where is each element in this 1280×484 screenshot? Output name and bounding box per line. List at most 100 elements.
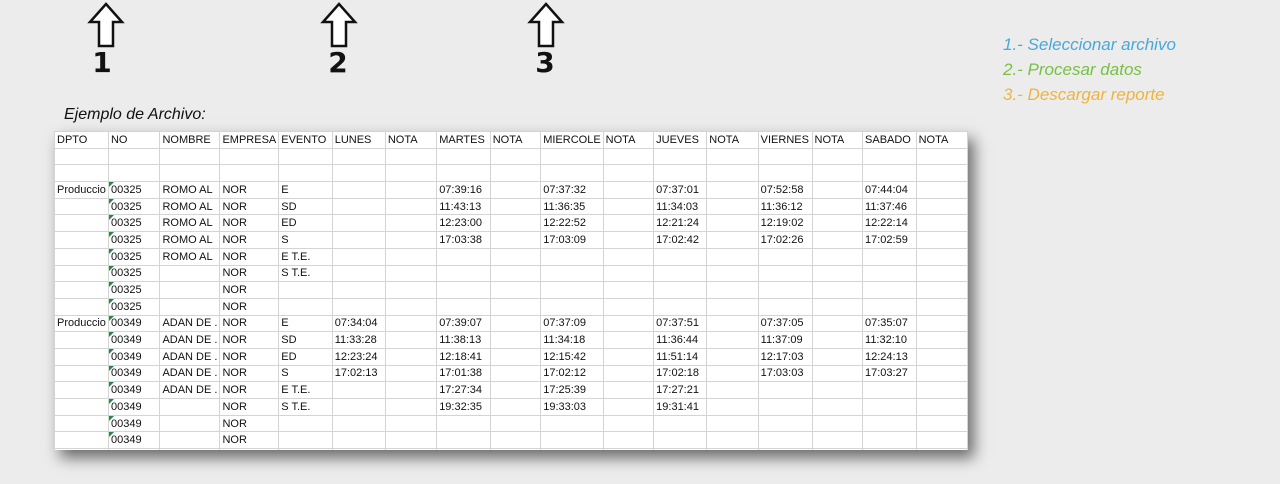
table-row: 00325 NOR (54, 297, 968, 316)
table-cell: ROMO AL (159, 181, 221, 199)
table-cell: 12:23:00 (436, 214, 491, 233)
table-cell (653, 264, 708, 283)
table-cell: 07:39:07 (436, 314, 491, 333)
table-cell: S T.E. (278, 264, 333, 283)
table-cell: NOR (219, 197, 280, 216)
table-cell (331, 414, 386, 433)
table-cell (331, 381, 386, 399)
table-cell (653, 164, 708, 183)
table-cell: 11:32:10 (862, 331, 917, 349)
table-cell (811, 381, 864, 399)
table-cell: 07:37:09 (540, 314, 604, 333)
table-cell (436, 264, 491, 283)
table-cell (489, 398, 542, 416)
table-cell (436, 281, 491, 299)
table-cell (384, 347, 438, 366)
table-cell: 00349 (107, 314, 161, 333)
table-cell (54, 197, 109, 216)
table-cell: 17:03:03 (757, 364, 813, 383)
table-cell (915, 197, 968, 216)
table-cell: 00349 (107, 414, 161, 433)
legend-step-1: 1.- Seleccionar archivo (1003, 35, 1176, 54)
table-cell: NOR (219, 347, 280, 366)
table-cell (602, 364, 655, 383)
table-cell: S T.E. (278, 398, 333, 416)
header-cell: NO (107, 131, 161, 149)
table-cell (653, 431, 708, 450)
table-row (54, 164, 968, 183)
table-cell (331, 164, 386, 183)
table-cell (278, 147, 333, 166)
table-cell (384, 297, 438, 316)
table-cell (915, 264, 968, 283)
table-cell (706, 281, 759, 299)
table-cell (706, 297, 759, 316)
table-cell (54, 364, 109, 383)
table-cell (384, 164, 438, 183)
table-cell: SD (278, 331, 333, 349)
table-cell (862, 147, 917, 166)
table-cell: 17:03:27 (862, 364, 917, 383)
table-cell (331, 431, 386, 450)
example-file-label: Ejemplo de Archivo: (64, 106, 206, 123)
table-cell (278, 297, 333, 316)
table-cell (331, 147, 386, 166)
table-cell (915, 247, 968, 266)
table-cell: NOR (219, 231, 280, 249)
table-cell (915, 164, 968, 183)
table-row: 00349 NOR (54, 431, 968, 450)
table-cell: NOR (219, 281, 280, 299)
table-cell (602, 431, 655, 450)
table-cell (811, 281, 864, 299)
table-cell (489, 181, 542, 199)
header-cell: VIERNES (757, 131, 813, 149)
table-cell: 07:39:16 (436, 181, 491, 199)
table-cell (915, 231, 968, 249)
table-cell (489, 214, 542, 233)
table-cell: NOR (219, 181, 280, 199)
table-cell: E (278, 181, 333, 199)
header-cell: NOTA (384, 131, 438, 149)
table-cell (602, 398, 655, 416)
steps-legend: 1.- Seleccionar archivo 2.- Procesar dat… (1003, 32, 1176, 107)
table-cell (54, 164, 109, 183)
table-cell: 00325 (107, 214, 161, 233)
table-cell (915, 347, 968, 366)
table-cell: 12:24:13 (862, 347, 917, 366)
table-cell (384, 398, 438, 416)
table-cell (602, 314, 655, 333)
table-cell (436, 297, 491, 316)
table-cell: ROMO AL (159, 214, 221, 233)
table-row: 00349 NOR (54, 414, 968, 433)
table-cell (54, 414, 109, 433)
table-cell: 11:36:44 (653, 331, 708, 349)
table-cell (811, 431, 864, 450)
table-cell (436, 414, 491, 433)
table-cell (602, 231, 655, 249)
table-cell (862, 431, 917, 450)
table-cell (706, 231, 759, 249)
table-cell (384, 264, 438, 283)
table-cell (915, 181, 968, 199)
table-cell (436, 147, 491, 166)
table-cell: E T.E. (278, 381, 333, 399)
table-cell (915, 414, 968, 433)
table-cell: 19:31:41 (653, 398, 708, 416)
up-arrow-icon-step-3 (527, 2, 565, 48)
table-cell (862, 448, 917, 450)
table-cell: 17:02:13 (331, 364, 386, 383)
table-cell (602, 331, 655, 349)
table-cell (706, 331, 759, 349)
table-cell: ED (278, 347, 333, 366)
header-cell: JUEVES (653, 131, 708, 149)
table-cell: NOR (219, 431, 280, 450)
legend-step-3: 3.- Descargar reporte (1003, 85, 1165, 104)
table-cell (54, 381, 109, 399)
table-cell (54, 297, 109, 316)
table-cell: 11:38:13 (436, 331, 491, 349)
table-cell (706, 364, 759, 383)
table-cell: S (278, 231, 333, 249)
table-row: 00349 NOR S T.E. 19:32:35 19:33:03 19:31:41 (54, 398, 968, 416)
header-cell: DPTO (54, 131, 109, 149)
table-cell (653, 297, 708, 316)
